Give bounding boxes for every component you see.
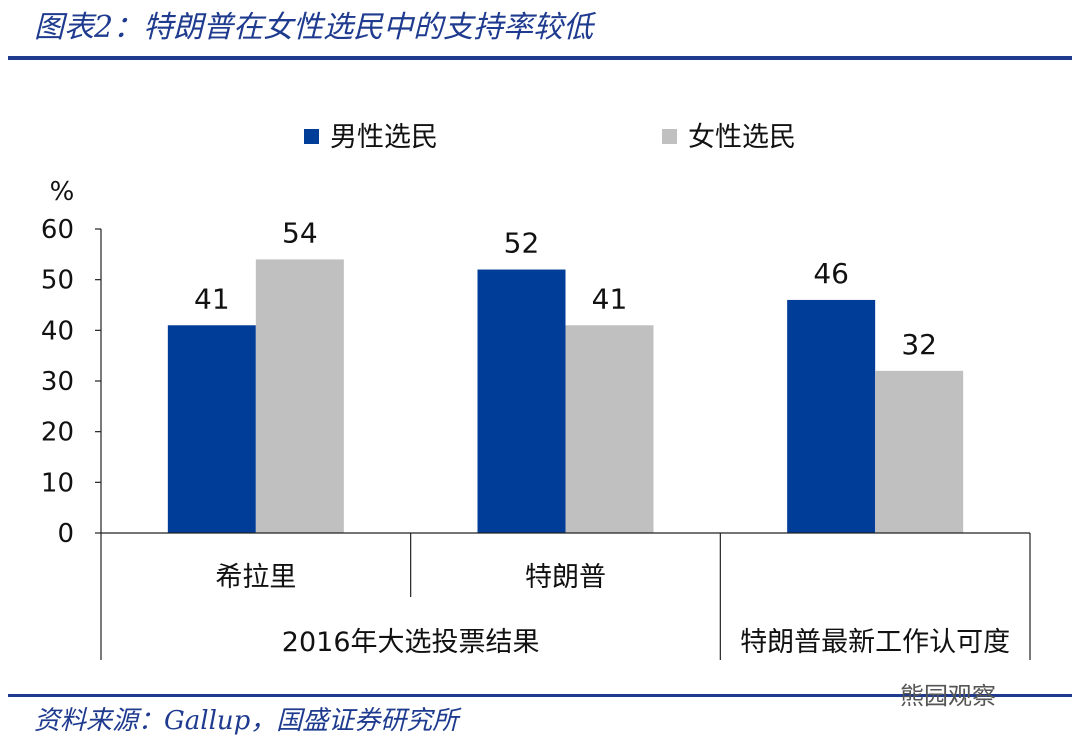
bar bbox=[255, 259, 344, 533]
source-note: 资料来源：Gallup，国盛证券研究所 bbox=[34, 706, 459, 736]
y-tick-label: 60 bbox=[41, 215, 74, 245]
x-category-label: 特朗普最新工作认可度 bbox=[740, 627, 1010, 658]
y-tick-label: 40 bbox=[41, 316, 74, 346]
bar-value-label: 54 bbox=[282, 216, 318, 249]
bar-value-label: 46 bbox=[813, 257, 849, 290]
x-group-label: 2016年大选投票结果 bbox=[282, 627, 540, 658]
wechat-watermark: 熊园观察 bbox=[900, 682, 996, 710]
x-category-label: 希拉里 bbox=[215, 562, 296, 593]
bar bbox=[565, 325, 654, 533]
y-axis: 0 10 20 30 40 50 60 bbox=[41, 215, 102, 549]
legend-label: 女性选民 bbox=[688, 122, 796, 153]
title-rule bbox=[8, 56, 1072, 60]
legend-swatch bbox=[662, 129, 677, 144]
y-tick-label: 0 bbox=[57, 519, 74, 549]
bar-value-label: 41 bbox=[194, 282, 230, 315]
bar bbox=[875, 370, 964, 533]
bar-value-label: 32 bbox=[901, 328, 937, 361]
chart-title: 图表2：特朗普在女性选民中的支持率较低 bbox=[34, 10, 594, 45]
legend: 男性选民 女性选民 bbox=[304, 122, 796, 153]
legend-swatch bbox=[304, 129, 319, 144]
y-tick-label: 50 bbox=[41, 266, 74, 296]
bar bbox=[787, 299, 876, 533]
legend-label: 男性选民 bbox=[330, 122, 438, 153]
y-tick-label: 20 bbox=[41, 418, 74, 448]
y-axis-unit-label: % bbox=[50, 177, 75, 207]
footer-rule bbox=[8, 694, 1072, 697]
bar-value-label: 52 bbox=[504, 227, 540, 260]
y-tick-label: 30 bbox=[41, 367, 74, 397]
bar bbox=[477, 269, 566, 533]
bar-chart: 男性选民 女性选民 % 0 10 20 30 40 50 60 41 52 46 54 41 32 希拉… bbox=[41, 122, 1031, 660]
bar-value-label: 41 bbox=[592, 282, 628, 315]
x-category-label: 特朗普 bbox=[525, 562, 606, 593]
y-tick-label: 10 bbox=[41, 468, 74, 498]
bar bbox=[167, 325, 256, 533]
bars: 41 52 46 54 41 32 bbox=[167, 216, 964, 533]
